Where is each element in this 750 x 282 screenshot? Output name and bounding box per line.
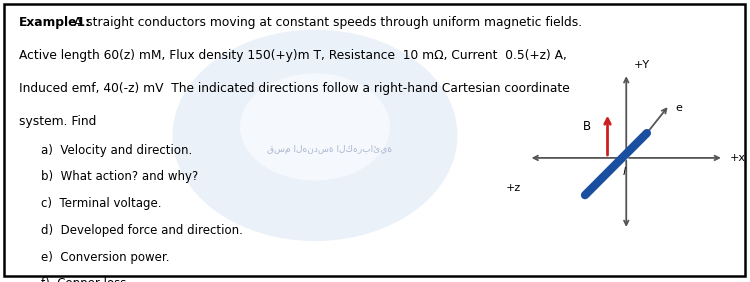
Text: +z: +z <box>506 183 521 193</box>
Text: c)  Terminal voltage.: c) Terminal voltage. <box>41 197 162 210</box>
Text: a)  Velocity and direction.: a) Velocity and direction. <box>41 144 193 157</box>
Text: e)  Conversion power.: e) Conversion power. <box>41 251 170 264</box>
Text: Active length 60(z) mM, Flux density 150(+y)m T, Resistance  10 mΩ, Current  0.5: Active length 60(z) mM, Flux density 150… <box>19 49 567 62</box>
Text: قسم الهندسة الكهربائية: قسم الهندسة الكهربائية <box>268 145 392 154</box>
Text: Induced emf, 40(-z) mV  The indicated directions follow a right-hand Cartesian c: Induced emf, 40(-z) mV The indicated dir… <box>19 82 569 95</box>
Text: B: B <box>583 120 591 133</box>
Text: d)  Developed force and direction.: d) Developed force and direction. <box>41 224 243 237</box>
Ellipse shape <box>240 73 390 180</box>
Text: f)  Copper loss.: f) Copper loss. <box>41 277 130 282</box>
Text: l: l <box>622 167 626 177</box>
Ellipse shape <box>172 30 458 241</box>
Text: Example1:: Example1: <box>19 16 91 28</box>
Text: e: e <box>675 103 682 113</box>
Text: b)  What action? and why?: b) What action? and why? <box>41 170 199 183</box>
Text: +Y: +Y <box>634 61 650 70</box>
Text: A straight conductors moving at constant speeds through uniform magnetic fields.: A straight conductors moving at constant… <box>70 16 582 28</box>
Text: system. Find: system. Find <box>19 115 96 128</box>
Text: +x: +x <box>730 153 746 163</box>
